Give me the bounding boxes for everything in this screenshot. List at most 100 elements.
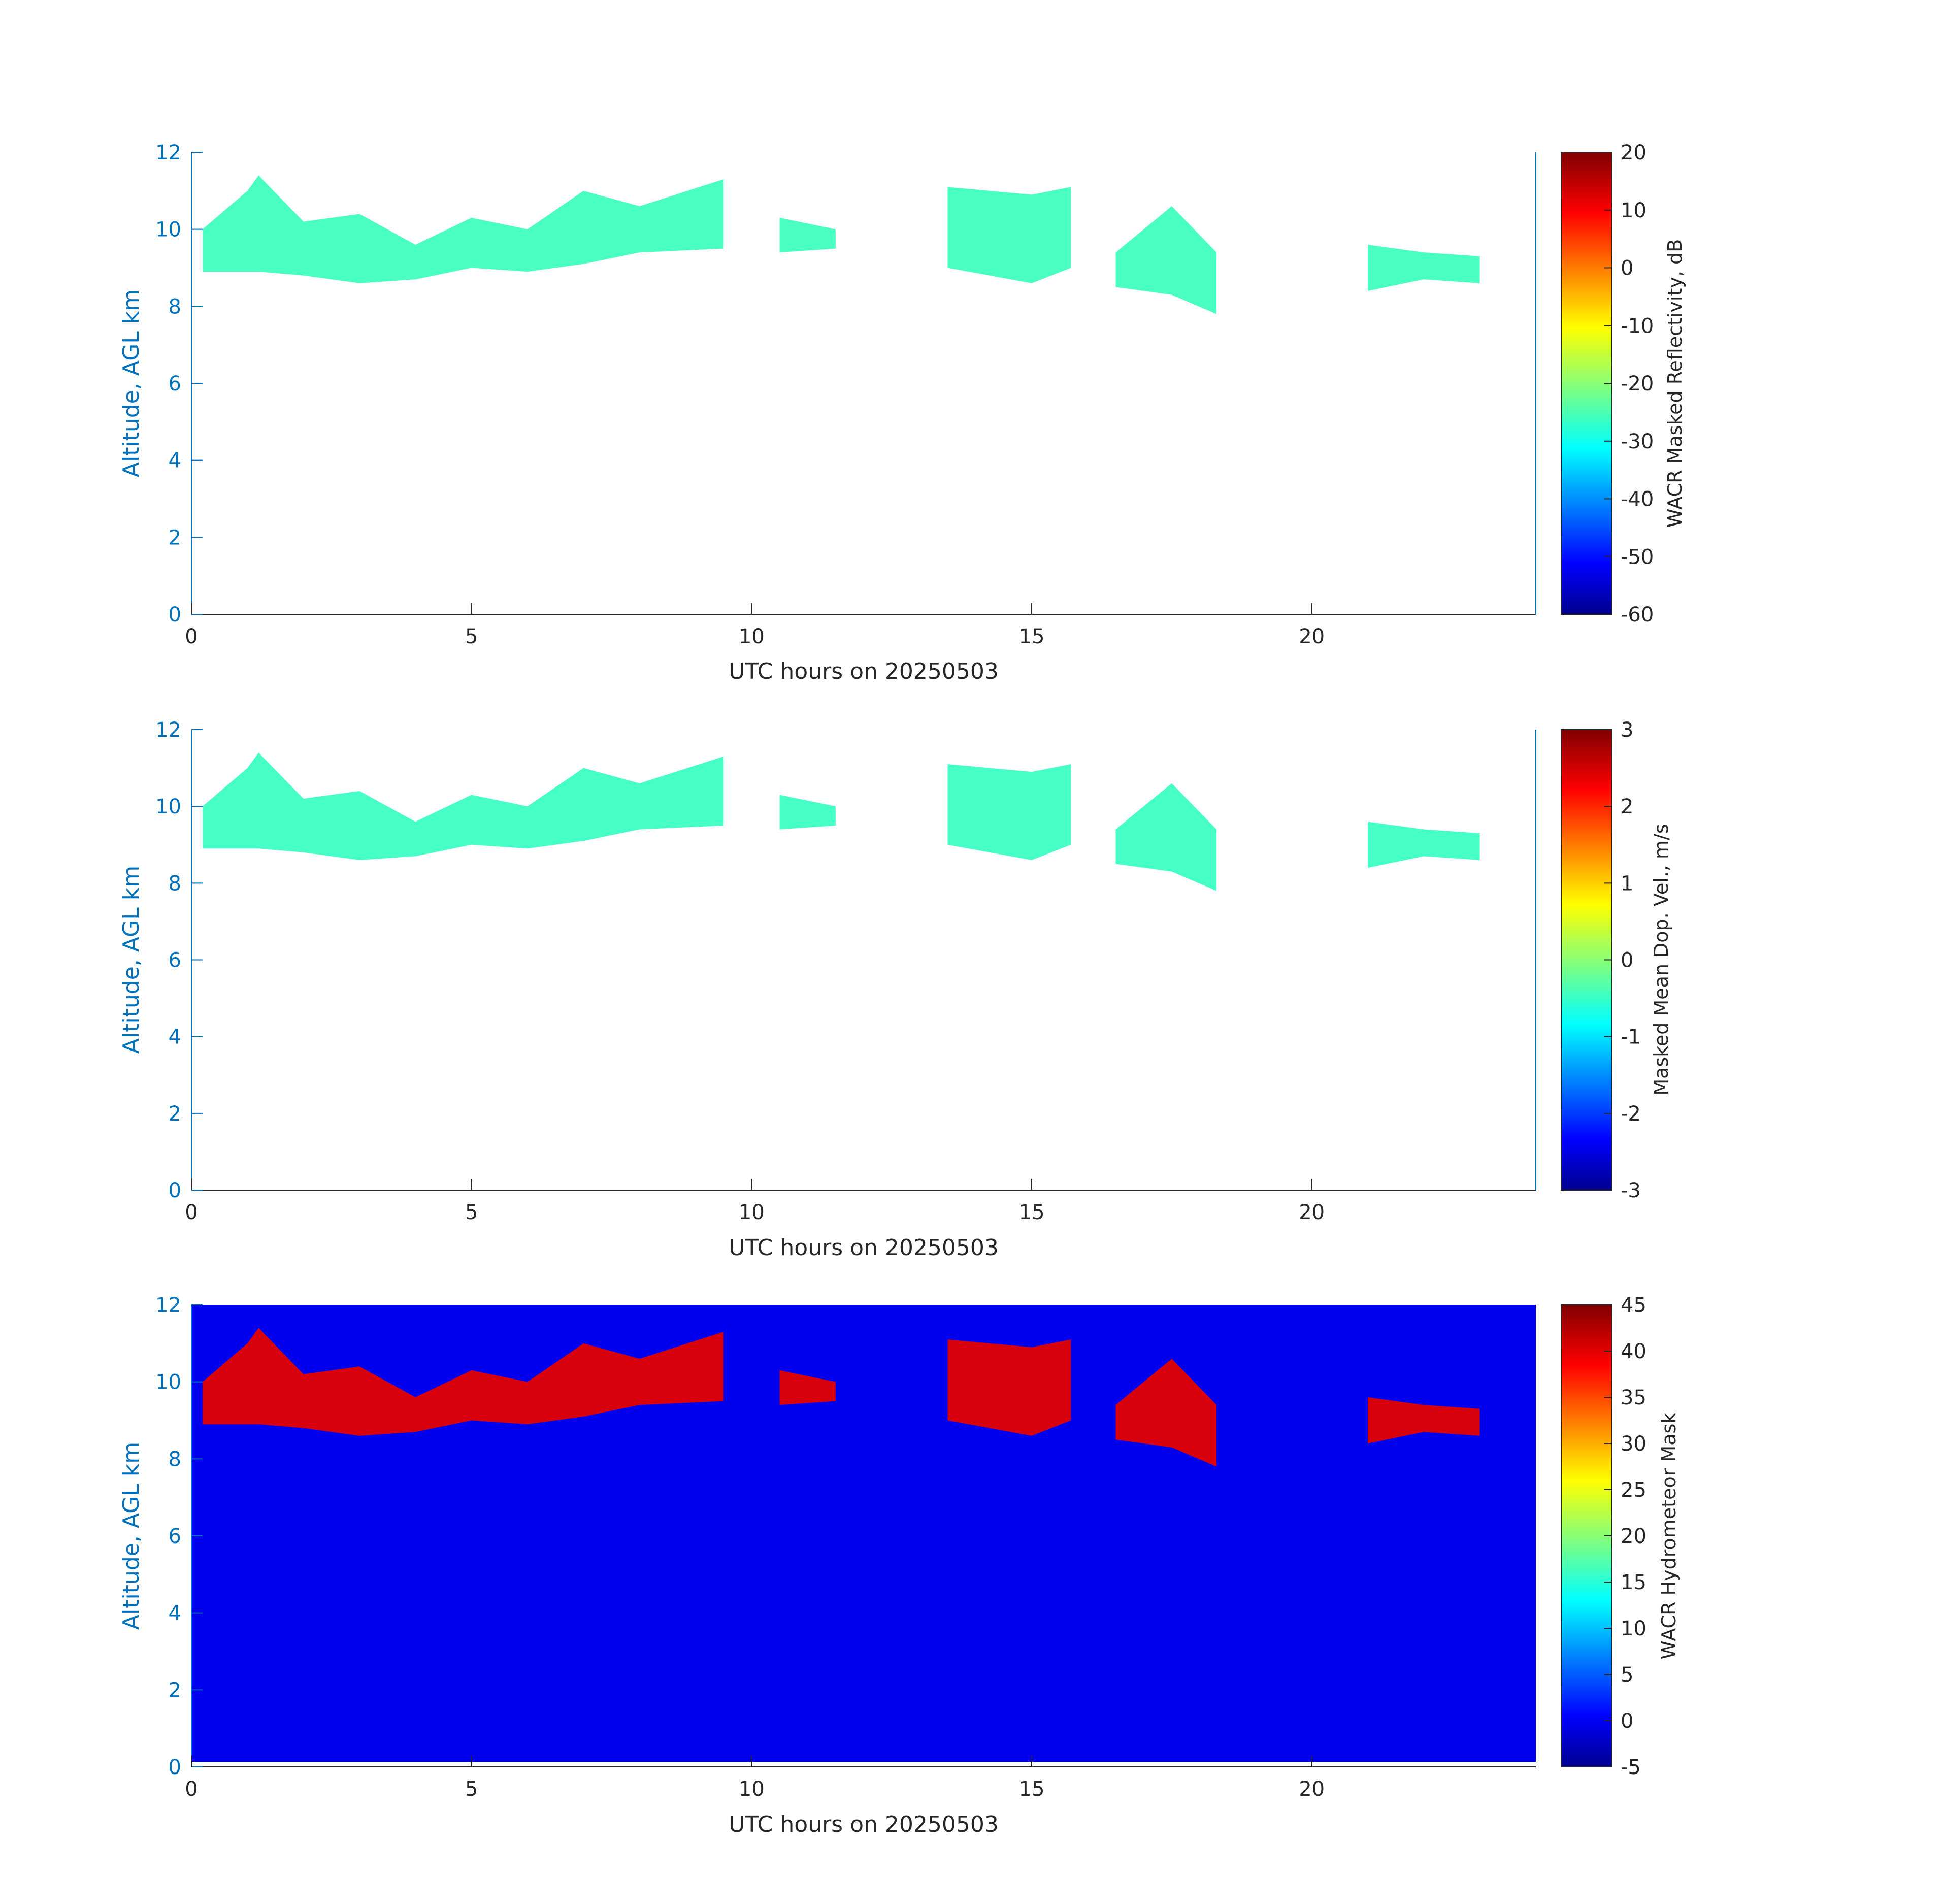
x-tick-label: 5 bbox=[465, 1778, 478, 1801]
x-tick-label: 10 bbox=[739, 1201, 765, 1224]
cloud-region bbox=[1115, 1359, 1217, 1467]
x-tick-label: 5 bbox=[465, 625, 478, 648]
x-axis-label: UTC hours on 20250503 bbox=[729, 1235, 999, 1261]
axes: 0 2 4 6 8 10 12 0 5 10 15 20 bbox=[155, 141, 1536, 648]
y-tick-label: 12 bbox=[155, 1294, 181, 1317]
y-tick-label: 8 bbox=[169, 295, 181, 318]
colorbar-tick-label: -30 bbox=[1621, 430, 1654, 453]
cloud-region bbox=[947, 187, 1071, 283]
y-tick-label: 2 bbox=[169, 526, 181, 549]
cloud-region bbox=[203, 752, 724, 860]
colorbar-label: WACR Masked Reflectivity, dB bbox=[1664, 239, 1686, 528]
x-tick-label: 5 bbox=[465, 1201, 478, 1224]
colorbar-tick-label: 20 bbox=[1621, 141, 1647, 165]
y-tick-label: 4 bbox=[169, 1026, 181, 1049]
cloud-layer bbox=[203, 752, 1480, 891]
y-tick-label: 0 bbox=[169, 1179, 181, 1202]
y-tick-label: 8 bbox=[169, 1448, 181, 1471]
y-tick-label: 12 bbox=[155, 718, 181, 742]
y-tick-label: 0 bbox=[169, 1756, 181, 1779]
plot-area bbox=[191, 152, 1536, 614]
cloud-region bbox=[947, 764, 1071, 860]
y-tick-label: 0 bbox=[169, 603, 181, 627]
x-tick-label: 20 bbox=[1299, 1201, 1325, 1224]
axes: 0 2 4 6 8 10 12 0 5 10 15 20 bbox=[155, 1294, 1536, 1801]
mask-background bbox=[191, 1305, 1536, 1762]
y-axis-label: Altitude, AGL km bbox=[118, 866, 144, 1054]
x-tick-label: 0 bbox=[185, 1201, 198, 1224]
colorbar-tick-label: 5 bbox=[1621, 1663, 1633, 1687]
x-tick-label: 15 bbox=[1019, 625, 1045, 648]
colorbar-ticks: -60 -50 -40 -30 -20 -10 0 10 20 bbox=[1604, 141, 1654, 627]
y-tick-label: 2 bbox=[169, 1679, 181, 1702]
y-tick-label: 12 bbox=[155, 141, 181, 165]
x-tick-label: 15 bbox=[1019, 1778, 1045, 1801]
cloud-region bbox=[779, 1370, 836, 1405]
y-tick-label: 6 bbox=[169, 949, 181, 972]
cloud-region bbox=[779, 217, 836, 253]
x-axis-label: UTC hours on 20250503 bbox=[729, 1812, 999, 1837]
y-tick-label: 10 bbox=[155, 1371, 181, 1394]
cloud-region bbox=[779, 795, 836, 830]
y-tick-label: 10 bbox=[155, 795, 181, 818]
colorbar-tick-label: -60 bbox=[1621, 603, 1654, 627]
colorbar-tick-label: -3 bbox=[1621, 1179, 1641, 1202]
colorbar-tick-label: -2 bbox=[1621, 1102, 1641, 1126]
colorbar-tick-label: 0 bbox=[1621, 1710, 1633, 1733]
y-tick-label: 4 bbox=[169, 1602, 181, 1625]
x-tick-label: 0 bbox=[185, 625, 198, 648]
colorbar-tick-label: 0 bbox=[1621, 949, 1633, 972]
colorbar-tick-label: 20 bbox=[1621, 1525, 1647, 1548]
cloud-layer bbox=[203, 175, 1480, 314]
x-axis-label: UTC hours on 20250503 bbox=[729, 659, 999, 684]
colorbar bbox=[1561, 152, 1612, 615]
colorbar-tick-label: 45 bbox=[1621, 1294, 1647, 1317]
axes: 0 2 4 6 8 10 12 0 5 10 15 20 bbox=[155, 718, 1536, 1224]
cloud-region bbox=[1115, 206, 1217, 314]
cloud-region bbox=[1368, 822, 1480, 868]
cloud-region bbox=[203, 175, 724, 283]
cloud-region bbox=[1115, 783, 1217, 891]
y-tick-label: 8 bbox=[169, 872, 181, 895]
plot-area bbox=[191, 730, 1536, 1190]
colorbar bbox=[1561, 729, 1612, 1191]
colorbar-tick-label: -10 bbox=[1621, 314, 1654, 338]
cloud-region bbox=[203, 1328, 724, 1436]
colorbar-tick-label: 10 bbox=[1621, 1617, 1647, 1640]
colorbar-tick-label: 10 bbox=[1621, 199, 1647, 222]
colorbar-tick-label: -1 bbox=[1621, 1026, 1641, 1049]
colorbar-tick-label: -5 bbox=[1621, 1756, 1641, 1779]
cloud-region bbox=[1368, 1397, 1480, 1443]
y-tick-label: 6 bbox=[169, 1525, 181, 1548]
colorbar-ticks: -3 -2 -1 0 1 2 3 bbox=[1604, 718, 1641, 1202]
cloud-region bbox=[1368, 245, 1480, 291]
colorbar-label: Masked Mean Dop. Vel., m/s bbox=[1650, 824, 1672, 1095]
colorbar-ticks: -5 0 5 10 15 20 25 30 35 40 45 bbox=[1604, 1294, 1647, 1779]
colorbar-tick-label: 3 bbox=[1621, 718, 1633, 742]
colorbar-tick-label: 35 bbox=[1621, 1386, 1647, 1409]
colorbar-label: WACR Hydrometeor Mask bbox=[1658, 1413, 1680, 1660]
cloud-layer bbox=[203, 1328, 1480, 1467]
y-axis-label: Altitude, AGL km bbox=[118, 1442, 144, 1630]
colorbar-tick-label: -40 bbox=[1621, 488, 1654, 511]
colorbar bbox=[1561, 1304, 1612, 1767]
y-tick-label: 10 bbox=[155, 218, 181, 242]
colorbar-tick-label: 40 bbox=[1621, 1340, 1647, 1363]
x-tick-label: 10 bbox=[739, 625, 765, 648]
colorbar-tick-label: 25 bbox=[1621, 1479, 1647, 1502]
cloud-region bbox=[947, 1339, 1071, 1436]
y-axis-label: Altitude, AGL km bbox=[118, 289, 144, 477]
x-tick-label: 15 bbox=[1019, 1201, 1045, 1224]
colorbar-tick-label: 0 bbox=[1621, 257, 1633, 280]
colorbar-tick-label: -20 bbox=[1621, 372, 1654, 396]
colorbar-tick-label: 2 bbox=[1621, 795, 1633, 818]
colorbar-tick-label: 30 bbox=[1621, 1432, 1647, 1456]
x-tick-label: 10 bbox=[739, 1778, 765, 1801]
colorbar-tick-label: 15 bbox=[1621, 1571, 1647, 1594]
colorbar-tick-label: 1 bbox=[1621, 872, 1633, 895]
y-tick-label: 4 bbox=[169, 449, 181, 473]
y-tick-label: 2 bbox=[169, 1102, 181, 1126]
